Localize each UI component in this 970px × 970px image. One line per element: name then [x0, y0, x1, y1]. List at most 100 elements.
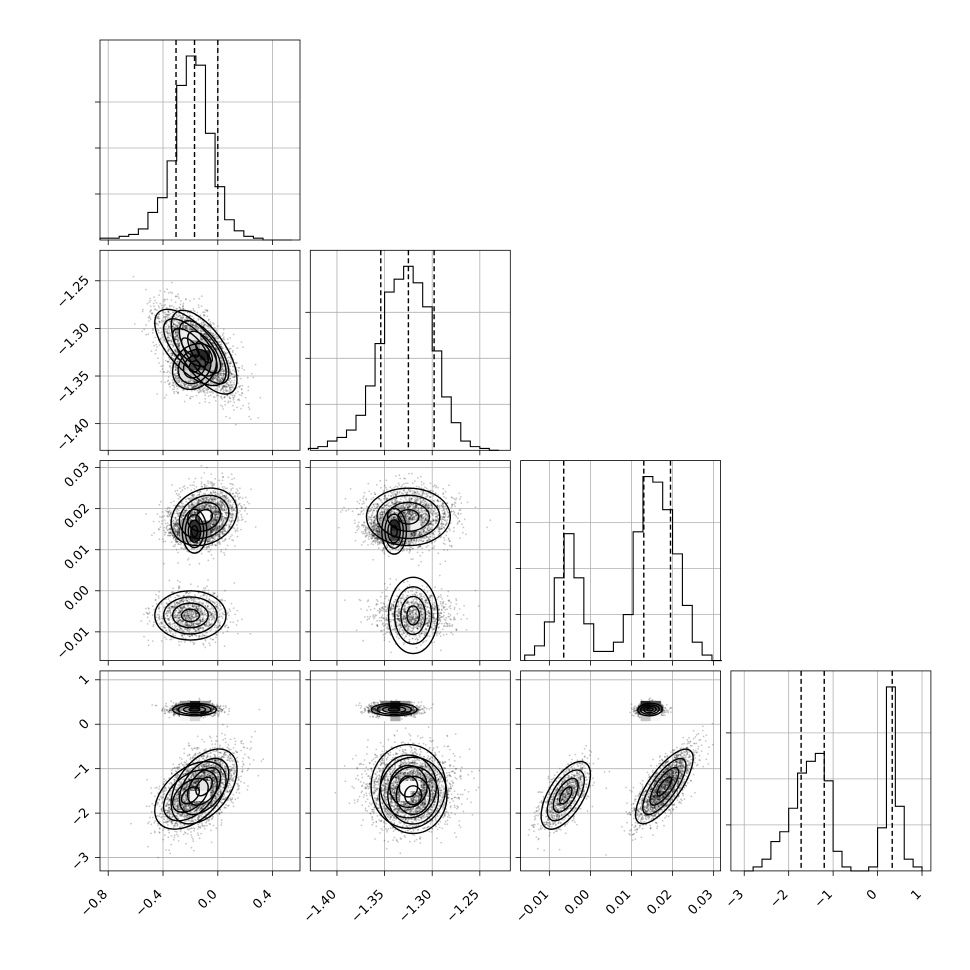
- scatter-point: [248, 415, 251, 418]
- scatter-point: [238, 399, 241, 402]
- scatter-point: [236, 347, 239, 349]
- scatter-point: [232, 345, 234, 347]
- scatter-point: [242, 346, 244, 349]
- scatter-point: [220, 395, 222, 398]
- scatter-point: [176, 324, 179, 327]
- scatter-point: [163, 300, 165, 303]
- scatter-point: [170, 299, 173, 301]
- scatter-point: [232, 397, 235, 399]
- scatter-point: [212, 322, 214, 324]
- scatter-point: [199, 314, 202, 317]
- scatter-point: [221, 405, 224, 408]
- scatter-point: [203, 389, 206, 392]
- scatter-point: [161, 365, 164, 367]
- scatter-point: [203, 311, 206, 314]
- scatter-point: [203, 392, 206, 394]
- scatter-point: [221, 397, 223, 400]
- scatter-point: [168, 365, 171, 367]
- scatter-point: [229, 400, 232, 403]
- scatter-point: [217, 394, 220, 397]
- scatter-point: [198, 297, 201, 300]
- scatter-point: [158, 306, 161, 309]
- scatter-point: [186, 394, 188, 397]
- scatter-point: [215, 394, 218, 397]
- scatter-point: [174, 376, 177, 378]
- scatter-point: [237, 390, 239, 393]
- scatter-point: [241, 384, 244, 387]
- scatter-point: [243, 369, 246, 371]
- scatter-point: [239, 377, 242, 380]
- scatter-point: [197, 304, 200, 306]
- scatter-point: [171, 304, 173, 307]
- scatter-point: [164, 381, 167, 384]
- scatter-point: [241, 365, 244, 367]
- scatter-point: [167, 360, 170, 363]
- scatter-point: [216, 325, 219, 328]
- scatter-point: [237, 370, 240, 373]
- scatter-point: [169, 385, 171, 388]
- scatter-point: [234, 423, 237, 426]
- scatter-point: [221, 334, 224, 336]
- scatter-point: [173, 386, 176, 389]
- scatter-point: [158, 294, 160, 296]
- scatter-point: [200, 295, 203, 298]
- scatter-point: [163, 371, 166, 373]
- scatter-point: [240, 388, 243, 391]
- scatter-point: [227, 401, 230, 404]
- scatter-point: [193, 310, 196, 313]
- scatter-point: [150, 309, 153, 311]
- scatter-point: [191, 323, 193, 326]
- scatter-point: [173, 392, 176, 395]
- scatter-point: [232, 333, 235, 336]
- scatter-point: [156, 393, 159, 395]
- scatter-point: [222, 328, 225, 331]
- scatter-point: [180, 300, 182, 302]
- scatter-point: [178, 297, 180, 300]
- scatter-point: [152, 302, 155, 305]
- scatter-point: [228, 417, 231, 420]
- scatter-point: [149, 299, 152, 302]
- panel-0-0: [95, 39, 301, 245]
- scatter-point: [231, 383, 234, 386]
- scatter-point: [239, 384, 242, 387]
- scatter-point: [226, 342, 228, 345]
- scatter-point: [160, 304, 163, 307]
- scatter-point: [199, 388, 201, 391]
- scatter-point: [238, 393, 241, 396]
- scatter-point: [133, 323, 136, 325]
- scatter-point: [196, 389, 199, 392]
- scatter-point: [217, 337, 220, 339]
- scatter-point: [189, 300, 191, 302]
- scatter-point: [192, 307, 195, 310]
- scatter-point: [171, 379, 174, 381]
- scatter-point: [174, 301, 177, 304]
- scatter-point: [182, 307, 185, 310]
- scatter-point: [252, 376, 255, 379]
- scatter-point: [173, 390, 175, 393]
- scatter-point: [178, 370, 181, 373]
- scatter-point: [173, 388, 175, 391]
- scatter-point: [223, 338, 226, 341]
- scatter-point: [241, 392, 244, 395]
- scatter-point: [166, 298, 169, 301]
- scatter-point: [233, 401, 236, 404]
- scatter-point: [231, 349, 234, 352]
- scatter-point: [236, 399, 239, 401]
- scatter-point: [165, 359, 167, 362]
- scatter-point: [155, 343, 158, 346]
- scatter-point: [186, 326, 188, 329]
- scatter-point: [211, 390, 213, 393]
- scatter-point: [179, 303, 182, 306]
- scatter-point: [203, 314, 206, 317]
- scatter-point: [174, 350, 177, 352]
- scatter-point: [233, 395, 236, 398]
- scatter-point: [224, 400, 227, 403]
- scatter-point: [233, 409, 235, 411]
- scatter-point: [206, 309, 208, 312]
- scatter-point: [172, 306, 175, 309]
- scatter-point: [176, 342, 179, 344]
- scatter-point: [163, 298, 166, 301]
- scatter-point: [184, 298, 187, 301]
- scatter-point: [147, 333, 150, 336]
- scatter-point: [163, 290, 166, 293]
